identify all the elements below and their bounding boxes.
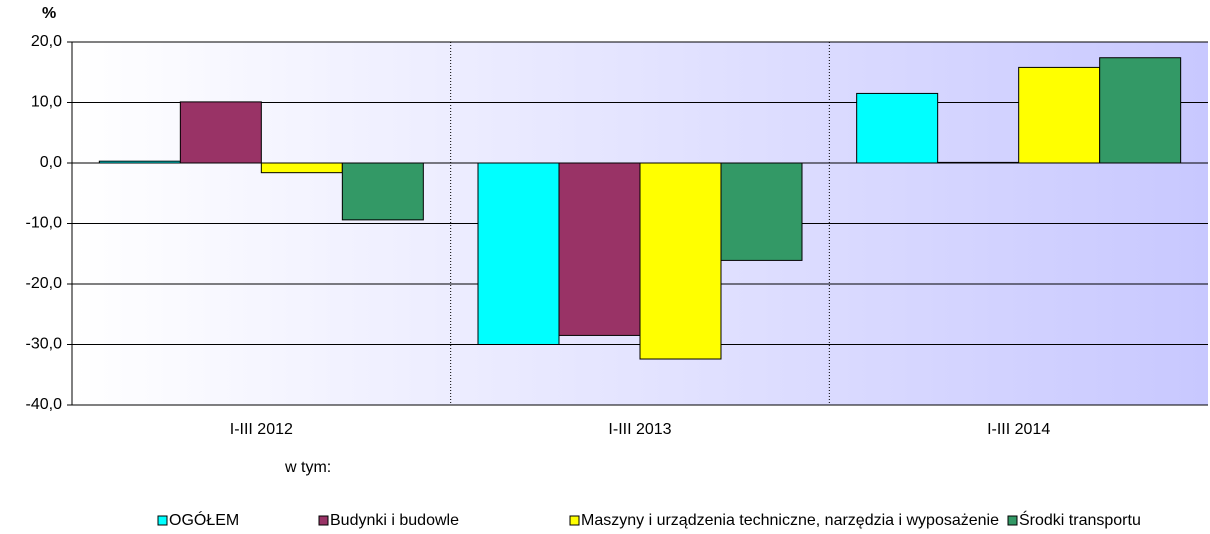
legend-label: Maszyny i urządzenia techniczne, narzędz… [581,512,999,529]
bar [477,162,560,345]
legend-label: Budynki i budowle [330,512,459,529]
legend-swatch [157,515,168,526]
legend-swatch [318,515,329,526]
bar [639,162,722,360]
x-tick-label: I-III 2014 [987,421,1050,438]
bar [720,162,803,261]
y-tick-label: 10,0 [31,94,62,111]
bar [1099,57,1182,164]
x-tick-label: I-III 2012 [230,421,293,438]
bar [341,162,424,221]
y-tick-label: 0,0 [40,154,62,171]
bar [558,162,641,336]
bar [937,161,1020,164]
bar [98,160,181,164]
y-axis-label: % [42,5,56,22]
legend-swatch [1007,515,1018,526]
y-tick-label: -40,0 [26,396,63,413]
x-tick-label: I-III 2013 [608,421,671,438]
bar [179,101,262,164]
y-tick-label: -10,0 [26,215,63,232]
bar [1018,66,1101,164]
bar [260,162,343,174]
bar [856,92,939,164]
y-tick-label: 20,0 [31,33,62,50]
legend-label: OGÓŁEM [169,510,239,529]
legend-title: w tym: [284,459,331,476]
y-tick-label: -30,0 [26,336,63,353]
y-tick-label: -20,0 [26,275,63,292]
legend-label: Środki transportu [1019,510,1141,529]
legend-swatch [569,515,580,526]
